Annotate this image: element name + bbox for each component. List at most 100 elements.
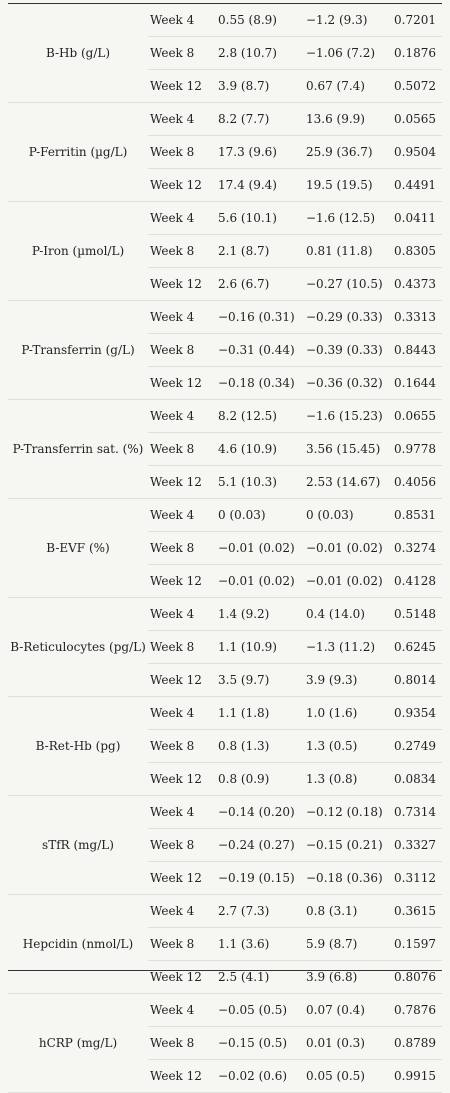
value-cell-a: 3.9 (8.7) — [218, 69, 306, 103]
week-cell: Week 8 — [148, 927, 218, 961]
week-cell: Week 8 — [148, 432, 218, 466]
value-cell-a: 17.3 (9.6) — [218, 135, 306, 169]
value-cell-b: 0.81 (11.8) — [306, 234, 394, 268]
value-cell-a: 0.8 (1.3) — [218, 729, 306, 763]
table-row: B-Ret-Hb (pg) Week 4 1.1 (1.8) 1.0 (1.6) 0.9… — [8, 696, 442, 796]
value-cell-b: −0.15 (0.21) — [306, 828, 394, 862]
p-value-cell: 0.3112 — [394, 861, 442, 895]
week-cell: Week 8 — [148, 333, 218, 367]
week-cell: Week 4 — [148, 993, 218, 1027]
results-table: B-Hb (g/L) Week 4 0.55 (8.9) −1.2 (9.3) 0.72… — [8, 4, 442, 1093]
p-value-cell: 0.8443 — [394, 333, 442, 367]
value-cell-a: 8.2 (12.5) — [218, 399, 306, 433]
p-value-cell: 0.4373 — [394, 267, 442, 301]
value-cell-a: 1.1 (10.9) — [218, 630, 306, 664]
parameter-label: Hepcidin (nmol/L) — [8, 894, 148, 994]
table-row: Week 12 17.4 (9.4) 19.5 (19.5) 0.4491 — [8, 168, 442, 202]
p-value-cell: 0.7876 — [394, 993, 442, 1027]
value-cell-b: −0.36 (0.32) — [306, 366, 394, 400]
week-cell: Week 8 — [148, 36, 218, 70]
value-cell-a: 0.55 (8.9) — [218, 4, 306, 37]
value-cell-a: −0.02 (0.6) — [218, 1059, 306, 1093]
value-cell-a: 1.1 (1.8) — [218, 696, 306, 730]
p-value-cell: 0.3615 — [394, 894, 442, 928]
week-cell: Week 12 — [148, 168, 218, 202]
table-row: hCRP (mg/L) Week 4 −0.05 (0.5) 0.07 (0.4) 0.… — [8, 993, 442, 1093]
table-row: Week 12 −0.19 (0.15) −0.18 (0.36) 0.3112 — [8, 861, 442, 895]
value-cell-b: −0.01 (0.02) — [306, 564, 394, 598]
value-cell-a: 8.2 (7.7) — [218, 102, 306, 136]
value-cell-b: −0.27 (10.5) — [306, 267, 394, 301]
week-cell: Week 4 — [148, 201, 218, 235]
p-value-cell: 0.0411 — [394, 201, 442, 235]
table-row: sTfR (mg/L) Week 4 −0.14 (0.20) −0.12 (0.18… — [8, 795, 442, 895]
table-row: P-Iron (µmol/L) Week 4 5.6 (10.1) −1.6 (12.… — [8, 201, 442, 301]
table-row: Week 8 2.1 (8.7) 0.81 (11.8) 0.8305 — [8, 234, 442, 268]
parameter-label: sTfR (mg/L) — [8, 795, 148, 895]
value-cell-a: −0.18 (0.34) — [218, 366, 306, 400]
week-cell: Week 12 — [148, 960, 218, 994]
p-value-cell: 0.9778 — [394, 432, 442, 466]
week-cell: Week 4 — [148, 498, 218, 532]
week-cell: Week 12 — [148, 1059, 218, 1093]
p-value-cell: 0.4491 — [394, 168, 442, 202]
value-cell-a: −0.01 (0.02) — [218, 531, 306, 565]
p-value-cell: 0.8014 — [394, 663, 442, 697]
value-cell-b: −1.2 (9.3) — [306, 4, 394, 37]
p-value-cell: 0.1876 — [394, 36, 442, 70]
table-row: B-Reticulocytes (pg/L) Week 4 1.4 (9.2) 0.4… — [8, 597, 442, 697]
week-cell: Week 12 — [148, 762, 218, 796]
p-value-cell: 0.7314 — [394, 795, 442, 829]
value-cell-a: 2.7 (7.3) — [218, 894, 306, 928]
p-value-cell: 0.8305 — [394, 234, 442, 268]
p-value-cell: 0.9504 — [394, 135, 442, 169]
table-row: P-Transferrin (g/L) Week 4 −0.16 (0.31) −0.… — [8, 300, 442, 400]
value-cell-a: 0.8 (0.9) — [218, 762, 306, 796]
week-cell: Week 8 — [148, 234, 218, 268]
value-cell-b: 0.07 (0.4) — [306, 993, 394, 1027]
table-row: Week 12 3.9 (8.7) 0.67 (7.4) 0.5072 — [8, 69, 442, 103]
value-cell-a: −0.15 (0.5) — [218, 1026, 306, 1060]
parameter-label: B-Hb (g/L) — [8, 4, 148, 103]
table-row: Week 8 2.8 (10.7) −1.06 (7.2) 0.1876 — [8, 36, 442, 70]
value-cell-b: 5.9 (8.7) — [306, 927, 394, 961]
p-value-cell: 0.6245 — [394, 630, 442, 664]
table-row: Week 8 17.3 (9.6) 25.9 (36.7) 0.9504 — [8, 135, 442, 169]
week-cell: Week 4 — [148, 894, 218, 928]
week-cell: Week 12 — [148, 564, 218, 598]
value-cell-a: −0.01 (0.02) — [218, 564, 306, 598]
table-top-rule — [8, 3, 442, 4]
value-cell-a: −0.19 (0.15) — [218, 861, 306, 895]
value-cell-b: 0.01 (0.3) — [306, 1026, 394, 1060]
week-cell: Week 4 — [148, 300, 218, 334]
value-cell-b: −0.18 (0.36) — [306, 861, 394, 895]
value-cell-a: 0 (0.03) — [218, 498, 306, 532]
value-cell-a: 17.4 (9.4) — [218, 168, 306, 202]
value-cell-b: 0.8 (3.1) — [306, 894, 394, 928]
table-row: Week 8 −0.01 (0.02) −0.01 (0.02) 0.3274 — [8, 531, 442, 565]
value-cell-b: 19.5 (19.5) — [306, 168, 394, 202]
table-row: Week 12 3.5 (9.7) 3.9 (9.3) 0.8014 — [8, 663, 442, 697]
p-value-cell: 0.5072 — [394, 69, 442, 103]
p-value-cell: 0.8789 — [394, 1026, 442, 1060]
table-bottom-rule — [8, 970, 442, 971]
p-value-cell: 0.0655 — [394, 399, 442, 433]
value-cell-a: 2.1 (8.7) — [218, 234, 306, 268]
value-cell-a: 3.5 (9.7) — [218, 663, 306, 697]
value-cell-b: −0.39 (0.33) — [306, 333, 394, 367]
p-value-cell: 0.7201 — [394, 4, 442, 37]
value-cell-a: −0.05 (0.5) — [218, 993, 306, 1027]
value-cell-b: −1.06 (7.2) — [306, 36, 394, 70]
value-cell-a: 5.6 (10.1) — [218, 201, 306, 235]
p-value-cell: 0.1597 — [394, 927, 442, 961]
value-cell-a: 5.1 (10.3) — [218, 465, 306, 499]
table-row: Week 8 1.1 (10.9) −1.3 (11.2) 0.6245 — [8, 630, 442, 664]
parameter-label: B-Reticulocytes (pg/L) — [8, 597, 148, 697]
value-cell-b: 3.9 (6.8) — [306, 960, 394, 994]
value-cell-b: 1.3 (0.8) — [306, 762, 394, 796]
table-row: Hepcidin (nmol/L) Week 4 2.7 (7.3) 0.8 (3.1… — [8, 894, 442, 994]
value-cell-b: 1.3 (0.5) — [306, 729, 394, 763]
week-cell: Week 8 — [148, 630, 218, 664]
value-cell-b: 0.05 (0.5) — [306, 1059, 394, 1093]
value-cell-b: 0.4 (14.0) — [306, 597, 394, 631]
